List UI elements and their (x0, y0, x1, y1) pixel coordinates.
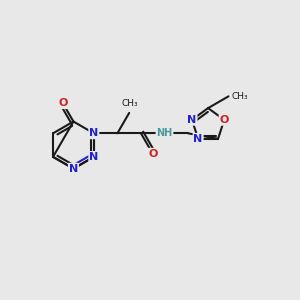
Text: N: N (187, 115, 196, 125)
Text: CH₃: CH₃ (231, 92, 248, 101)
Text: O: O (58, 98, 68, 108)
Text: N: N (89, 128, 98, 138)
Text: O: O (148, 149, 158, 159)
Text: N: N (69, 164, 78, 174)
Text: CH₃: CH₃ (122, 99, 139, 108)
Text: N: N (194, 134, 203, 144)
Text: N: N (89, 152, 98, 162)
Text: O: O (220, 115, 229, 125)
Text: NH: NH (156, 128, 172, 138)
